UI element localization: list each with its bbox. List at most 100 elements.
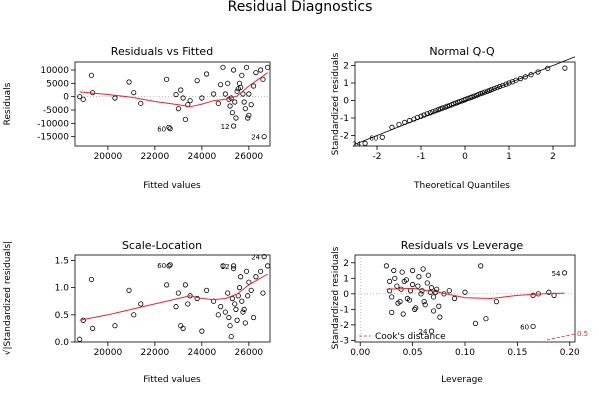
data-point: [211, 298, 217, 304]
point-label: 12: [221, 123, 230, 131]
data-point: [225, 80, 231, 86]
axis-ticks: 0.00 0.05 0.10 0.15 0.20 -3 -2 -1 0 1 2: [340, 259, 580, 358]
data-point: [260, 290, 266, 296]
data-point: [439, 105, 446, 111]
data-point: [419, 288, 425, 294]
data-point: [446, 288, 452, 294]
data-point: [248, 287, 254, 293]
data-point: [77, 94, 83, 100]
scale-location-panel: Scale-Location Fitted values √|Standardi…: [2, 239, 271, 385]
data-point: [546, 289, 552, 295]
data-point: [362, 140, 368, 146]
data-point: [416, 274, 422, 280]
y-tick-label: 1: [343, 274, 349, 284]
x-tick-label: 24000: [188, 152, 217, 162]
data-point: [245, 293, 251, 299]
data-point: [199, 328, 205, 334]
data-point: [535, 69, 541, 75]
data-point: [241, 306, 247, 312]
y-tick-label: 0: [343, 290, 349, 300]
data-point: [396, 121, 402, 128]
data-point: [238, 84, 244, 90]
data-point: [422, 302, 428, 308]
data-point: [173, 91, 179, 98]
data-point: [239, 72, 245, 78]
data-point: [430, 308, 437, 314]
data-point: [194, 78, 200, 84]
data-point: [138, 301, 144, 307]
data-point: [379, 134, 385, 140]
x-tick-label: 26000: [235, 152, 264, 162]
data-point: [180, 95, 186, 101]
data-point: [265, 64, 271, 70]
data-point: [402, 119, 408, 125]
figure-title: Residual Diagnostics: [228, 0, 373, 15]
data-point: [253, 274, 259, 280]
plot-frame: [74, 254, 271, 343]
data-point: [562, 65, 568, 71]
data-point: [240, 91, 246, 97]
data-point: [226, 314, 232, 321]
data-point: [230, 123, 237, 129]
data-point: [457, 98, 463, 105]
data-point: [561, 270, 568, 276]
data-marks: 60 24: [352, 56, 576, 148]
y-tick-label: 1.0: [55, 284, 70, 294]
data-point: [261, 134, 267, 140]
data-point: [112, 323, 118, 329]
data-point: [77, 336, 83, 342]
data-point: [248, 102, 254, 108]
data-point: [243, 64, 250, 70]
x-axis-label: Leverage: [441, 375, 483, 385]
axis-ticks: 20000 22000 24000 26000 -15000 -10000 -5000 0 50…: [37, 66, 263, 162]
data-point: [434, 286, 440, 292]
point-label: 60: [520, 323, 529, 331]
data-point: [246, 112, 252, 118]
data-point: [178, 323, 184, 329]
y-tick-label: 0: [343, 97, 349, 107]
data-point: [175, 106, 181, 112]
axis-ticks: 20000 22000 24000 26000 0.0 0.5 1.0 1.5: [55, 256, 264, 358]
data-point: [222, 91, 228, 97]
data-point: [246, 91, 252, 97]
data-point: [215, 312, 221, 318]
x-tick-label: 0.00: [350, 348, 370, 358]
data-point: [400, 311, 406, 317]
data-point: [236, 285, 243, 291]
y-axis-label: Standardized residuals: [331, 52, 341, 155]
point-label: 54: [552, 270, 561, 278]
data-point: [489, 86, 495, 93]
data-point: [243, 268, 250, 274]
data-point: [497, 83, 503, 90]
point-label: 60: [157, 126, 166, 134]
x-tick-label: 22000: [141, 348, 170, 358]
qq-reference-line: [354, 56, 576, 145]
data-point: [260, 76, 266, 82]
x-tick-label: 0.15: [507, 348, 527, 358]
y-tick-label: 0.0: [55, 338, 70, 348]
data-point: [389, 309, 395, 316]
data-point: [178, 87, 184, 93]
data-point: [220, 64, 226, 70]
data-point: [494, 84, 500, 91]
data-point: [228, 333, 234, 340]
x-tick-label: 0.20: [560, 348, 580, 358]
data-point: [437, 314, 443, 320]
x-axis-label: Fitted values: [143, 375, 201, 385]
data-point: [389, 124, 395, 130]
y-tick-label: -2: [340, 132, 349, 142]
data-point: [194, 295, 200, 302]
point-label: 60: [157, 262, 166, 270]
data-point: [265, 263, 271, 269]
point-label: 24: [251, 134, 260, 142]
x-axis-label: Fitted values: [143, 181, 201, 191]
y-tick-label: 2: [343, 62, 349, 72]
data-point: [506, 80, 512, 86]
panel-title: Residuals vs Fitted: [111, 45, 213, 58]
data-point: [175, 290, 181, 296]
data-point: [241, 99, 247, 105]
data-point: [386, 288, 393, 294]
lowess-smooth-line: [79, 72, 268, 108]
point-label: 24: [352, 140, 361, 148]
data-point: [242, 106, 248, 112]
